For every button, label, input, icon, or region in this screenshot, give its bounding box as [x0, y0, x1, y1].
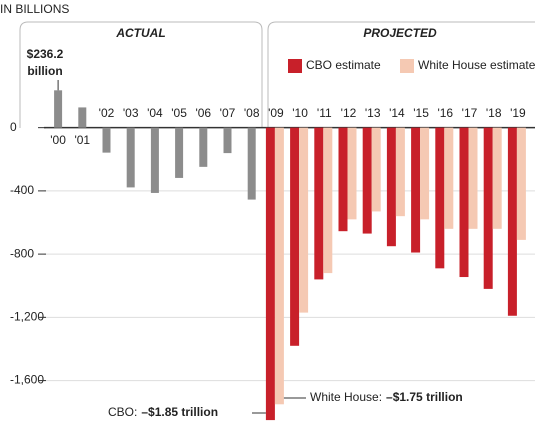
bar — [435, 127, 445, 269]
annotation-value: –$1.85 trillion — [141, 405, 218, 419]
bar — [299, 127, 309, 313]
x-tick-label: '03 — [123, 106, 139, 120]
annotation-label: CBO: — [108, 405, 137, 419]
x-tick-label: '01 — [74, 133, 90, 147]
bar — [274, 127, 284, 405]
x-tick-label: '14 — [389, 106, 405, 120]
y-tick-label: 0 — [10, 120, 17, 134]
y-tick-label: -1,200 — [10, 310, 44, 324]
bar — [290, 127, 300, 346]
x-tick-label: '17 — [462, 106, 478, 120]
x-tick-label: '12 — [341, 106, 357, 120]
y-tick-label: -1,600 — [10, 373, 44, 387]
y-tick-label: -400 — [10, 183, 34, 197]
bar — [362, 127, 372, 234]
bar — [199, 127, 208, 167]
unit-label: IN BILLIONS — [0, 2, 69, 16]
x-tick-label: '18 — [486, 106, 502, 120]
x-tick-label: '00 — [50, 133, 66, 147]
legend-swatch — [400, 59, 414, 73]
bar — [102, 127, 111, 153]
x-tick-label: '16 — [437, 106, 453, 120]
bar — [150, 127, 159, 193]
legend-label: CBO estimate — [306, 58, 381, 72]
legend-swatch — [288, 59, 302, 73]
bar — [507, 127, 517, 316]
bar — [247, 127, 256, 200]
x-tick-label: '02 — [99, 106, 115, 120]
bar — [516, 127, 526, 240]
bar — [223, 127, 232, 154]
bar — [444, 127, 454, 229]
bar — [459, 127, 469, 278]
x-tick-label: '19 — [510, 106, 526, 120]
bar — [54, 90, 63, 128]
annotation: billion — [27, 64, 62, 78]
bar — [468, 127, 478, 229]
x-tick-label: '15 — [413, 106, 429, 120]
bar — [492, 127, 502, 229]
annotation-label: White House: — [310, 390, 382, 404]
x-tick-label: '05 — [171, 106, 187, 120]
y-tick-label: -800 — [10, 246, 34, 260]
projected-frame — [267, 21, 535, 128]
section-label: PROJECTED — [363, 26, 437, 40]
bar — [483, 127, 493, 289]
bar — [347, 127, 357, 220]
bar — [386, 127, 396, 247]
x-tick-label: '11 — [317, 106, 332, 120]
bar — [323, 127, 333, 274]
bar — [78, 107, 87, 128]
bar — [420, 127, 430, 220]
x-tick-label: '13 — [365, 106, 381, 120]
bar — [175, 127, 184, 178]
annotation: CBO: –$1.85 trillion — [108, 405, 218, 419]
legend-label: White House estimate — [418, 58, 536, 72]
section-label: ACTUAL — [115, 26, 165, 40]
bar — [265, 127, 275, 421]
annotation: White House: –$1.75 trillion — [310, 390, 463, 404]
x-tick-label: '06 — [195, 106, 211, 120]
x-tick-label: '08 — [244, 106, 260, 120]
actual-frame — [19, 21, 263, 128]
bar — [395, 127, 405, 217]
bar — [126, 127, 135, 188]
x-tick-label: '04 — [147, 106, 163, 120]
bar — [338, 127, 348, 232]
x-tick-label: '07 — [220, 106, 236, 120]
x-tick-label: '09 — [268, 106, 284, 120]
annotation-value: –$1.75 trillion — [386, 390, 463, 404]
bar — [371, 127, 381, 212]
annotation: $236.2 — [27, 47, 64, 61]
bar — [314, 127, 324, 280]
x-tick-label: '10 — [292, 106, 308, 120]
bar — [411, 127, 421, 253]
